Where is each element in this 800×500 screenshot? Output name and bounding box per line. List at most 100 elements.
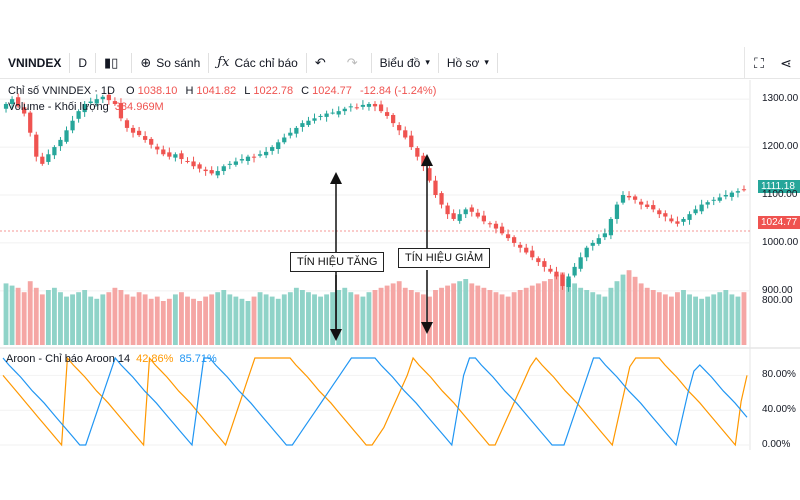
volume-bar bbox=[457, 281, 463, 345]
candle-body bbox=[118, 103, 124, 119]
candle-body bbox=[58, 139, 63, 147]
volume-bar bbox=[179, 292, 184, 345]
volume-bar bbox=[82, 290, 88, 345]
interval-selector[interactable]: D bbox=[70, 47, 95, 79]
candle-body bbox=[76, 111, 81, 119]
candle-body bbox=[614, 204, 620, 219]
chart-menu-label: Biểu đồ bbox=[379, 55, 421, 70]
candle-body bbox=[300, 123, 305, 127]
volume-bar bbox=[590, 292, 596, 345]
volume-bar bbox=[148, 298, 154, 345]
volume-bar bbox=[463, 279, 469, 345]
volume-bar bbox=[475, 285, 481, 345]
volume-bar bbox=[245, 301, 251, 345]
candle-body bbox=[130, 127, 136, 133]
close-value: 1024.77 bbox=[312, 85, 352, 97]
undo-button[interactable]: ↶ bbox=[307, 47, 339, 79]
volume-bar bbox=[632, 276, 638, 345]
candle-body bbox=[403, 130, 408, 138]
candle-body bbox=[512, 237, 517, 243]
symbol-label: VNINDEX bbox=[8, 55, 62, 70]
volume-bar bbox=[263, 294, 269, 345]
volume-bar bbox=[662, 294, 668, 345]
candles-icon: ▮▯ bbox=[104, 54, 119, 70]
candle-body bbox=[397, 125, 402, 131]
volume-bar bbox=[638, 283, 644, 345]
volume-bar bbox=[584, 290, 590, 345]
volume-bar bbox=[324, 294, 330, 345]
volume-bar bbox=[342, 287, 348, 345]
volume-bar bbox=[735, 296, 741, 345]
candle-body bbox=[645, 204, 650, 207]
chart-type-button[interactable]: ▮▯ bbox=[96, 47, 131, 79]
volume-bar bbox=[215, 292, 221, 345]
volume-bar bbox=[27, 281, 33, 345]
candle-body bbox=[372, 103, 378, 107]
candle-body bbox=[421, 155, 426, 167]
volume-bar bbox=[644, 287, 650, 345]
candle-body bbox=[639, 201, 644, 205]
candle-body bbox=[723, 195, 728, 197]
candle-body bbox=[239, 159, 245, 161]
candle-body bbox=[693, 209, 698, 214]
indicators-button[interactable]: ƒx Các chỉ báo bbox=[209, 47, 306, 79]
candle-body bbox=[270, 147, 275, 151]
volume-bar bbox=[675, 292, 680, 345]
toolbar-divider bbox=[437, 52, 439, 73]
candle-body bbox=[28, 112, 33, 133]
candle-body bbox=[415, 148, 420, 157]
candle-body bbox=[566, 276, 571, 287]
candle-body bbox=[590, 242, 595, 246]
price-tick-label: 1100.00 bbox=[762, 189, 798, 200]
candlesticks bbox=[3, 91, 747, 292]
toolbar-divider bbox=[95, 52, 97, 73]
candle-body bbox=[100, 96, 105, 100]
chevron-down-icon: ▾ bbox=[484, 57, 489, 67]
aroon-tick-label: 80.00% bbox=[762, 369, 796, 381]
symbol-selector[interactable]: VNINDEX bbox=[0, 47, 69, 79]
aroon-up-line bbox=[2, 356, 748, 447]
candle-body bbox=[554, 271, 559, 277]
candle-body bbox=[330, 112, 335, 114]
candle-body bbox=[112, 101, 118, 104]
compare-button[interactable]: ⊕ So sánh bbox=[132, 47, 208, 79]
candle-body bbox=[596, 238, 601, 244]
volume-bar bbox=[560, 272, 565, 345]
volume-bar bbox=[130, 296, 136, 345]
volume-bar bbox=[45, 290, 51, 345]
share-button[interactable]: ⋖ bbox=[772, 47, 800, 79]
volume-bar bbox=[330, 292, 336, 345]
volume-bar bbox=[699, 298, 705, 345]
candle-body bbox=[632, 196, 638, 200]
candle-body bbox=[729, 192, 734, 197]
sell-signal-callout: TÍN HIỆU GIẢM bbox=[398, 248, 491, 268]
candle-body bbox=[493, 223, 499, 229]
candle-body bbox=[312, 118, 317, 121]
candle-body bbox=[136, 130, 142, 136]
volume-bar bbox=[287, 292, 293, 345]
candle-body bbox=[433, 180, 438, 195]
volume-bar bbox=[191, 298, 196, 345]
volume-bar bbox=[275, 298, 281, 345]
compare-label: So sánh bbox=[156, 55, 201, 70]
volume-bar bbox=[681, 290, 686, 345]
candle-body bbox=[560, 274, 565, 287]
candle-body bbox=[227, 163, 232, 165]
candle-body bbox=[469, 207, 474, 212]
candle-body bbox=[167, 152, 172, 157]
candle-body bbox=[735, 191, 741, 193]
profile-menu[interactable]: Hồ sơ ▾ bbox=[439, 47, 497, 79]
volume-bar bbox=[227, 294, 233, 345]
chart-menu[interactable]: Biểu đồ ▾ bbox=[372, 47, 438, 79]
volume-legend: Volume - Khối lượng 384.969M bbox=[8, 101, 164, 113]
volume-bar bbox=[348, 292, 354, 345]
candle-body bbox=[391, 114, 396, 124]
redo-button[interactable]: ↷ bbox=[339, 47, 371, 79]
candle-body bbox=[657, 210, 662, 215]
volume-bar bbox=[541, 281, 547, 345]
candle-body bbox=[306, 120, 311, 126]
volume-bar bbox=[572, 283, 578, 345]
fullscreen-button[interactable]: ⛶ bbox=[744, 47, 773, 79]
toolbar-divider bbox=[208, 52, 210, 73]
